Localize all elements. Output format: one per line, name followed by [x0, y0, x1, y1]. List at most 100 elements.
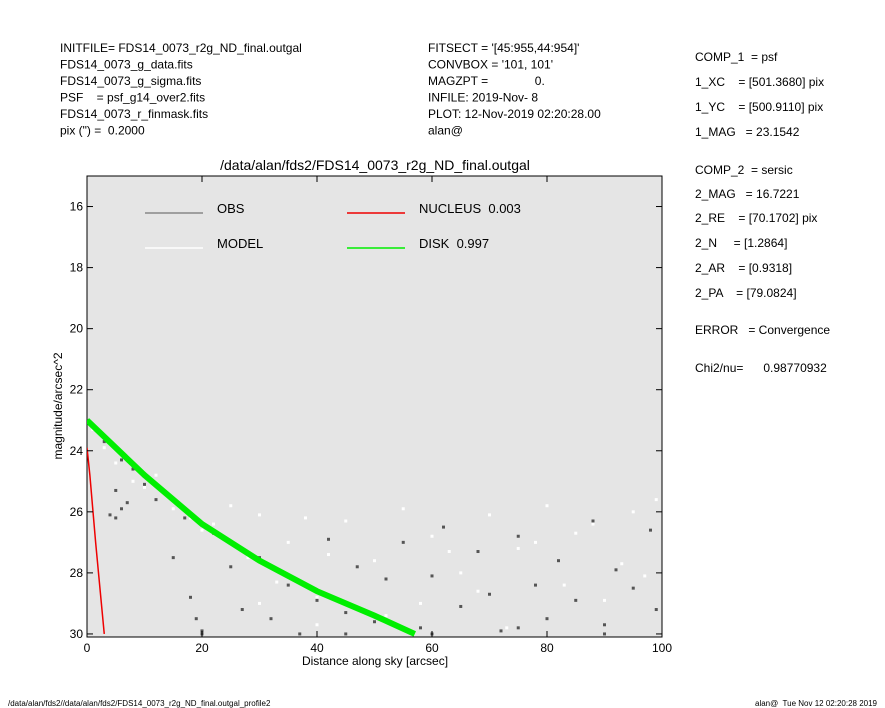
- data-point: [240, 608, 244, 612]
- data-point: [419, 626, 422, 630]
- data-point: [430, 574, 434, 578]
- data-point: [183, 516, 187, 520]
- data-point: [654, 498, 658, 502]
- header-line: FDS14_0073_g_sigma.fits: [60, 74, 201, 88]
- data-point: [401, 540, 405, 544]
- legend-label: MODEL: [217, 236, 263, 251]
- header-line: FDS14_0073_g_data.fits: [60, 58, 193, 72]
- data-point: [200, 629, 204, 633]
- x-axis-label: Distance along sky [arcsec]: [302, 654, 448, 668]
- data-point: [171, 556, 175, 560]
- data-point: [442, 525, 445, 529]
- data-point: [194, 617, 198, 621]
- data-point: [401, 507, 405, 511]
- data-point: [200, 528, 204, 532]
- data-point: [327, 553, 330, 557]
- header-line: PLOT: 12-Nov-2019 02:20:28.00: [428, 107, 601, 121]
- fit-parameter: ERROR = Convergence: [695, 323, 830, 337]
- footer-path: /data/alan/fds2//data/alan/fds2/FDS14_00…: [8, 699, 271, 708]
- chart-title: /data/alan/fds2/FDS14_0073_r2g_ND_final.…: [220, 157, 530, 173]
- data-point: [430, 534, 434, 538]
- data-point: [315, 595, 319, 599]
- data-point: [620, 562, 624, 566]
- data-point: [102, 440, 106, 444]
- data-point: [212, 522, 215, 526]
- fit-parameter: 2_N = [1.2864]: [695, 236, 787, 250]
- data-point: [154, 498, 158, 502]
- y-tick-label: 16: [70, 200, 84, 214]
- data-point: [545, 617, 549, 621]
- data-point: [384, 614, 388, 618]
- data-point: [654, 608, 658, 612]
- data-point: [286, 583, 290, 587]
- data-point: [131, 467, 135, 471]
- data-point: [459, 571, 463, 575]
- data-point: [143, 482, 146, 486]
- data-point: [108, 513, 112, 517]
- data-point: [643, 574, 647, 578]
- header-line: INFILE: 2019-Nov- 8: [428, 91, 538, 105]
- data-point: [557, 559, 560, 563]
- data-point: [171, 507, 175, 511]
- data-point: [649, 528, 652, 532]
- fit-parameter: 2_PA = [79.0824]: [695, 286, 797, 300]
- header-line: MAGZPT = 0.: [428, 74, 545, 88]
- x-tick-label: 0: [84, 641, 91, 655]
- header-line: FDS14_0073_r_finmask.fits: [60, 107, 208, 121]
- data-point: [315, 598, 319, 602]
- data-point: [603, 623, 606, 627]
- data-point: [534, 583, 537, 587]
- y-axis-label: magnitude/arcsec^2: [51, 352, 65, 459]
- profile-line: [87, 447, 105, 635]
- fit-parameter: 2_AR = [0.9318]: [695, 261, 792, 275]
- data-point: [373, 559, 376, 563]
- profile-line: [87, 418, 416, 637]
- data-point: [102, 446, 106, 450]
- data-point: [603, 632, 606, 636]
- data-point: [631, 586, 635, 590]
- data-point: [505, 626, 509, 630]
- data-point: [488, 592, 491, 596]
- y-tick-label: 18: [70, 261, 84, 275]
- y-tick-label: 30: [70, 627, 84, 641]
- header-line: INITFILE= FDS14_0073_r2g_ND_final.outgal: [60, 41, 302, 55]
- fit-parameter: 2_MAG = 16.7221: [695, 187, 800, 201]
- x-tick-label: 60: [425, 641, 439, 655]
- data-point: [304, 516, 307, 520]
- fit-parameter: 1_MAG = 23.1542: [695, 125, 800, 139]
- data-point: [275, 580, 279, 584]
- x-tick-label: 80: [540, 641, 554, 655]
- data-point: [574, 598, 578, 602]
- data-point: [516, 626, 520, 630]
- data-point: [373, 620, 376, 624]
- data-point: [355, 565, 359, 569]
- y-tick-label: 28: [70, 566, 84, 580]
- x-tick-label: 100: [652, 641, 672, 655]
- data-point: [476, 589, 480, 593]
- y-tick-label: 24: [70, 444, 84, 458]
- header-line: FITSECT = '[45:955,44:954]': [428, 41, 579, 55]
- data-point: [258, 513, 261, 517]
- y-tick-label: 22: [70, 383, 84, 397]
- data-point: [229, 565, 233, 569]
- data-point: [516, 534, 520, 538]
- x-tick-label: 40: [310, 641, 324, 655]
- data-point: [419, 601, 422, 605]
- data-point: [574, 531, 578, 535]
- y-tick-label: 26: [70, 505, 84, 519]
- footer-date: alan@ Tue Nov 12 02:20:28 2019: [755, 699, 878, 708]
- data-point: [298, 632, 302, 636]
- data-point: [459, 604, 463, 608]
- data-point: [447, 550, 451, 554]
- data-point: [258, 601, 261, 605]
- data-point: [499, 629, 503, 633]
- data-point: [488, 513, 491, 517]
- legend-label: OBS: [217, 201, 245, 216]
- data-point: [189, 595, 192, 599]
- data-point: [120, 458, 123, 462]
- data-point: [286, 540, 290, 544]
- x-tick-label: 20: [195, 641, 209, 655]
- plot-area: [86, 175, 663, 638]
- fit-parameter: COMP_1 = psf: [695, 50, 778, 64]
